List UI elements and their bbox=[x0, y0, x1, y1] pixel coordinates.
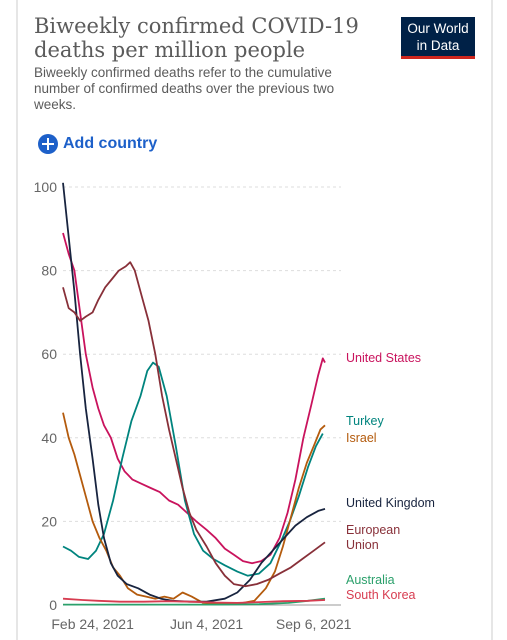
y-tick-label: 60 bbox=[41, 346, 57, 362]
series-line-turkey[interactable] bbox=[62, 361, 324, 577]
grid-layer: 0 20 40 60 80 100 Feb 24, 2021 Jun 4, 2021 Sep 6… bbox=[34, 179, 352, 632]
logo-accent-bar bbox=[401, 56, 475, 59]
y-tick-label: 0 bbox=[49, 597, 57, 613]
series-label[interactable]: South Korea bbox=[346, 588, 416, 602]
x-tick-label: Feb 24, 2021 bbox=[51, 616, 134, 632]
logo-line-1: Our World bbox=[407, 21, 469, 36]
series-label[interactable]: United States bbox=[346, 351, 421, 365]
series-layer bbox=[62, 182, 326, 606]
x-tick-label: Sep 6, 2021 bbox=[276, 616, 352, 632]
series-label[interactable]: Israel bbox=[346, 431, 377, 445]
add-country-label: Add country bbox=[63, 135, 158, 152]
series-line-united-states[interactable] bbox=[62, 232, 326, 565]
plus-circle-icon bbox=[38, 134, 58, 154]
chart-title: Biweekly confirmed COVID-19 deaths per m… bbox=[34, 14, 359, 62]
series-line-european-union[interactable] bbox=[62, 261, 326, 588]
y-tick-label: 40 bbox=[41, 430, 57, 446]
series-line-south-korea[interactable] bbox=[62, 597, 326, 604]
series-line-united-kingdom[interactable] bbox=[62, 182, 326, 603]
y-tick-label: 80 bbox=[41, 263, 57, 279]
owid-logo[interactable]: Our World in Data bbox=[401, 17, 475, 59]
y-tick-label: 100 bbox=[34, 179, 58, 195]
line-chart: 0 20 40 60 80 100 Feb 24, 2021 Jun 4, 2021 Sep 6… bbox=[34, 179, 435, 632]
series-label[interactable]: Turkey bbox=[346, 414, 384, 428]
series-label-layer: United States Turkey Israel United Kingdom E… bbox=[346, 351, 435, 602]
chart-subtitle: Biweekly confirmed deaths refer to the c… bbox=[34, 65, 335, 112]
logo-line-2: in Data bbox=[416, 38, 460, 53]
series-label[interactable]: United Kingdom bbox=[346, 496, 435, 510]
series-label[interactable]: Union bbox=[346, 538, 379, 552]
frame-border-left bbox=[16, 0, 18, 640]
x-tick-label: Jun 4, 2021 bbox=[170, 616, 243, 632]
y-tick-label: 20 bbox=[41, 513, 57, 529]
series-line-israel[interactable] bbox=[62, 412, 326, 606]
add-country-button[interactable]: Add country bbox=[38, 134, 157, 154]
frame-border-right bbox=[491, 0, 493, 640]
series-label[interactable]: Australia bbox=[346, 573, 395, 587]
series-label[interactable]: European bbox=[346, 523, 400, 537]
